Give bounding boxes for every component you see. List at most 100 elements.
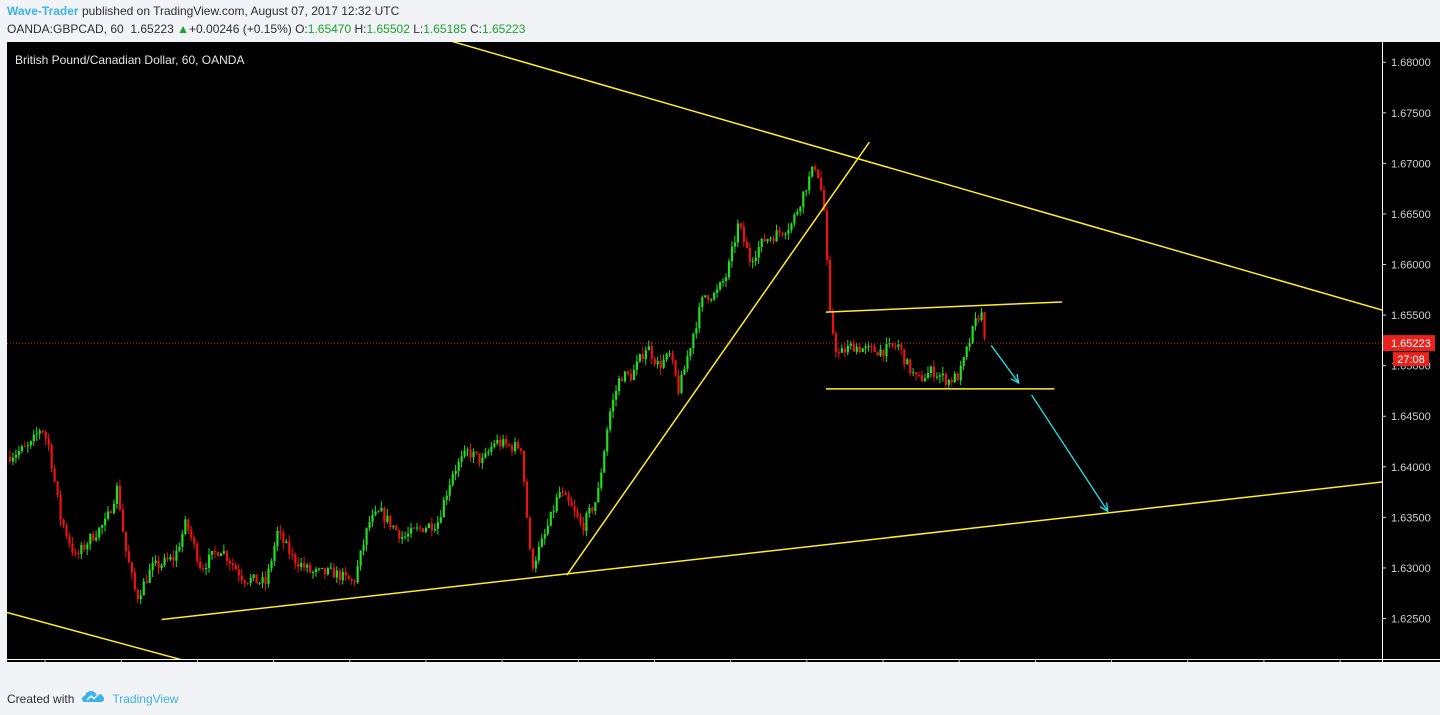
candle-body — [858, 346, 861, 352]
candle-body — [445, 495, 448, 500]
candle-body — [885, 343, 888, 357]
ohlc-bar: OANDA:GBPCAD, 60 1.65223 ▲+0.00246 (+0.1… — [7, 22, 525, 36]
candle-body — [65, 525, 68, 537]
candle-body — [742, 227, 745, 242]
candle-body — [600, 472, 603, 488]
candle-body — [971, 326, 974, 344]
candle-body — [980, 312, 983, 320]
candle-body — [460, 456, 463, 462]
candle-body — [56, 481, 59, 495]
candle-body — [870, 346, 873, 348]
candle-body — [555, 497, 558, 512]
created-with-text: Created with — [7, 691, 75, 706]
candle-body — [427, 523, 431, 529]
candle-body — [312, 571, 315, 573]
candle-body — [514, 442, 517, 452]
candle-body — [561, 492, 564, 494]
chart-svg[interactable]: 1.68000 1.67500 1.67000 1.66500 1.66000 1.655… — [7, 42, 1440, 662]
author-link[interactable]: Wave-Trader — [7, 4, 79, 18]
candle-body — [918, 374, 921, 376]
candle-body — [733, 242, 737, 247]
candle-body — [775, 230, 778, 242]
candle-body — [778, 230, 781, 233]
candle-body — [216, 552, 220, 556]
chart-area[interactable]: 1.68000 1.67500 1.67000 1.66500 1.66000 1.655… — [7, 42, 1440, 662]
candle-body — [362, 544, 365, 551]
candle-body — [157, 560, 160, 569]
candle-body — [145, 581, 148, 583]
projection-arrow — [1031, 394, 1109, 512]
candle-body — [481, 457, 484, 463]
candle-body — [766, 239, 769, 242]
candle-body — [98, 527, 101, 538]
candle-body — [104, 518, 107, 526]
candle-body — [921, 375, 924, 382]
candle-body — [475, 451, 478, 454]
candle-body — [546, 525, 549, 535]
candle-body — [959, 365, 962, 381]
y-tick-label: 1.67000 — [1391, 158, 1431, 170]
candle-body — [897, 344, 900, 347]
candle-body — [891, 343, 894, 346]
arrow-head-icon — [1010, 373, 1020, 385]
change-text: +0.00246 (+0.15%) — [189, 22, 292, 36]
candle-body — [549, 511, 552, 526]
candle-body — [323, 567, 327, 575]
candle-body — [193, 537, 196, 544]
candle-body — [635, 361, 639, 370]
candle-body — [769, 238, 772, 240]
candle-body — [597, 487, 600, 503]
candle-body — [26, 445, 29, 447]
candle-body — [585, 513, 588, 531]
candle-body — [638, 354, 642, 362]
trendline — [566, 141, 870, 576]
trendline — [161, 481, 1382, 621]
candle-body — [787, 230, 790, 234]
candle-body — [359, 550, 362, 566]
candle-body — [929, 366, 933, 373]
candle-body — [650, 346, 653, 359]
candle-body — [828, 259, 832, 311]
candle-body — [288, 541, 291, 555]
candle-body — [823, 189, 826, 211]
candle-body — [790, 223, 793, 231]
candle-body — [80, 544, 83, 555]
candle-body — [273, 546, 276, 562]
candle-body — [23, 446, 27, 448]
candle-body — [92, 533, 95, 541]
candle-body — [74, 552, 77, 554]
candle-body — [519, 448, 523, 451]
candle-body — [139, 595, 142, 600]
candle-body — [276, 530, 279, 547]
last-price-text: 1.65223 — [130, 22, 174, 36]
candle-body — [374, 511, 377, 515]
candle-body — [413, 527, 416, 529]
candle-body — [421, 528, 425, 532]
candle-body — [745, 241, 748, 248]
tradingview-link[interactable]: TradingView — [112, 691, 179, 706]
candle-body — [469, 449, 472, 458]
candle-body — [213, 550, 217, 553]
candle-body — [142, 581, 145, 596]
candle-body — [935, 376, 939, 378]
candle-body — [448, 484, 451, 496]
candle-body — [906, 359, 909, 365]
candle-body — [190, 529, 193, 538]
candle-body — [17, 450, 21, 455]
trendline — [825, 301, 1063, 313]
candle-body — [163, 557, 166, 565]
candle-body — [365, 528, 368, 545]
candle-body — [234, 565, 237, 570]
candle-body — [246, 583, 249, 585]
tradingview-logo-icon[interactable] — [82, 690, 106, 707]
candle-body — [784, 233, 787, 235]
candle-body — [326, 568, 330, 575]
candle-body — [32, 434, 35, 442]
low-value: 1.65185 — [423, 22, 467, 36]
candle-body — [347, 575, 350, 580]
candle-body — [41, 430, 44, 433]
candle-body — [285, 541, 288, 544]
candle-body — [252, 574, 255, 578]
y-tick-label: 1.64500 — [1391, 411, 1431, 423]
candle-body — [383, 508, 386, 522]
